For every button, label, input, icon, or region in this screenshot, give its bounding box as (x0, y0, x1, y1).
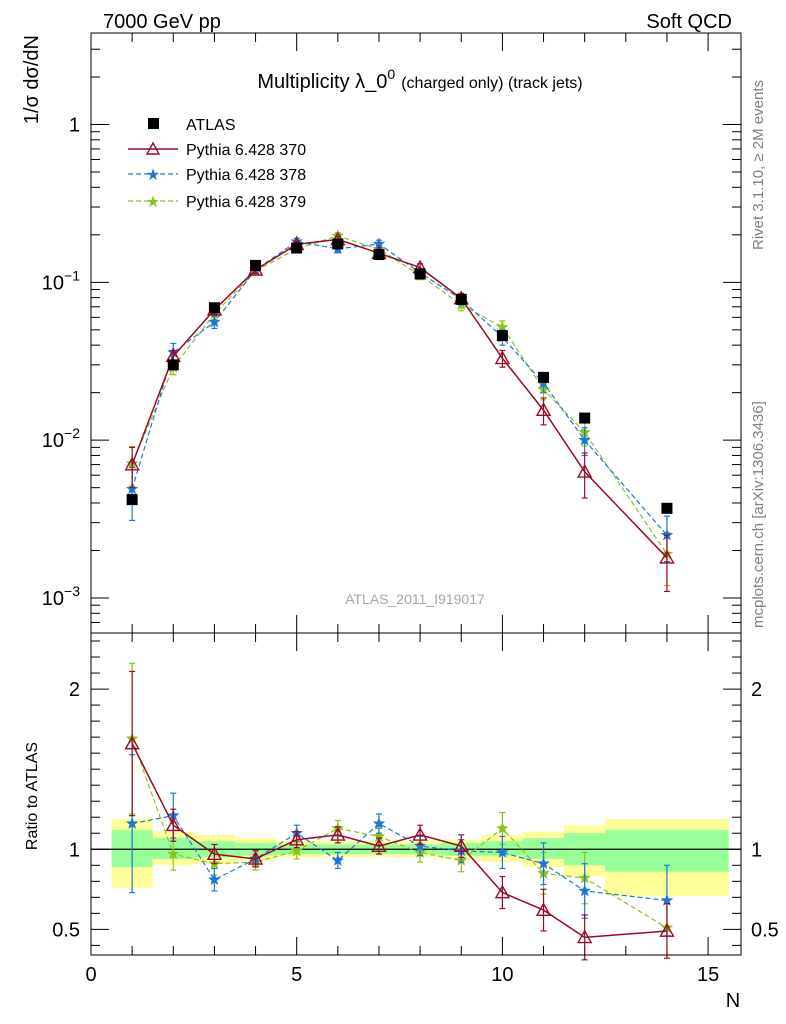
main-series-layer (124, 229, 675, 593)
y-tick-label: 1 (69, 115, 80, 137)
ratio-point-370 (371, 838, 387, 852)
main-title-text: Multiplicity λ_0 (257, 71, 387, 93)
ratio-point-370 (247, 850, 264, 865)
main-point-atlas (496, 330, 508, 342)
x-tick-label: 5 (291, 964, 302, 986)
main-line-370 (131, 238, 668, 559)
main-point-370 (535, 402, 552, 417)
main-point-atlas (455, 293, 467, 305)
main-point-atlas (373, 249, 385, 261)
main-point-378 (125, 482, 139, 495)
ratio-point-370 (289, 831, 305, 846)
main-point-370 (124, 456, 140, 471)
ratio-y-tick-label-left: 2 (69, 679, 80, 701)
main-point-atlas (208, 302, 220, 314)
legend-label-378: Pythia 6.428 378 (186, 167, 306, 184)
ratio-point-370 (124, 735, 140, 750)
ratio-point-378 (208, 872, 221, 886)
analysis-watermark: ATLAS_2011_I919017 (345, 591, 485, 607)
ratio-point-370 (453, 838, 469, 852)
ratio-point-378 (413, 839, 427, 852)
y-tick-label: 10−2 (42, 425, 80, 452)
ratio-point-378 (537, 856, 550, 870)
y-tick-label-base: 10 (42, 588, 64, 610)
main-title: Multiplicity λ_00 (charged only) (track j… (257, 66, 582, 93)
ratio-series-layer (124, 662, 675, 961)
y-tick-label-base: 1 (69, 115, 80, 137)
ratio-point-370 (494, 884, 511, 899)
ratio-point-378 (372, 816, 386, 830)
legend-marker-378: ★ (146, 167, 160, 184)
main-point-378 (578, 433, 592, 446)
ratio-point-370 (330, 826, 346, 841)
ratio-ylabel: Ratio to ATLAS (24, 742, 41, 850)
mcplots-label: mcplots.cern.ch [arXiv:1306.3436] (750, 401, 767, 628)
ratio-point-379 (166, 847, 180, 860)
ratio-plot-frame (90, 632, 742, 956)
main-point-atlas (250, 259, 262, 271)
y-tick-label-exponent: −2 (64, 425, 80, 441)
legend-marker-370 (145, 141, 161, 155)
ratio-y-tick-label-right: 1 (751, 839, 762, 861)
ratio-point-370 (535, 902, 552, 917)
y-tick-label-exponent: −1 (64, 267, 80, 283)
y-tick-label: 10−3 (42, 583, 80, 610)
ratio-y-tick-label-left: 1 (69, 839, 80, 861)
main-point-370 (494, 350, 511, 365)
main-title-rest: (charged only) (track jets) (401, 75, 582, 92)
x-axis-label: N (726, 990, 740, 1012)
ratio-point-378 (578, 884, 592, 897)
ratio-y-tick-label-right: 0.5 (751, 919, 779, 941)
main-point-atlas (414, 268, 426, 280)
ratio-point-378 (331, 853, 345, 866)
main-point-atlas (579, 412, 591, 424)
main-point-atlas (538, 371, 550, 383)
header-left: 7000 GeV pp (103, 11, 221, 33)
x-tick-label: 0 (85, 964, 96, 986)
ratio-point-370 (412, 826, 428, 841)
main-point-atlas (661, 502, 673, 514)
main-point-atlas (167, 359, 179, 371)
header-right: Soft QCD (646, 11, 732, 33)
main-point-atlas (332, 238, 344, 250)
main-line-379 (131, 235, 668, 555)
ratio-axis-ticks: 0 5 10 15 0.5 0.5 1 1 2 2 (52, 633, 779, 986)
main-line-378 (131, 241, 668, 536)
x-tick-label: 15 (697, 964, 719, 986)
ratio-point-378 (495, 845, 509, 858)
ratio-y-tick-label-right: 2 (751, 679, 762, 701)
ratio-point-370 (165, 817, 181, 832)
main-ylabel: 1/σ dσ/dN (21, 35, 43, 124)
y-tick-label-base: 10 (42, 430, 64, 452)
ratio-point-378 (125, 816, 139, 830)
main-title-sup: 0 (387, 66, 395, 82)
y-tick-label-base: 10 (42, 272, 64, 294)
main-point-atlas (126, 494, 138, 506)
ratio-point-378 (660, 893, 674, 907)
legend-marker-379: ★ (146, 194, 160, 211)
ratio-point-370 (659, 923, 675, 937)
main-point-370 (576, 463, 593, 478)
ratio-point-379 (496, 821, 509, 834)
ratio-point-370 (206, 846, 223, 860)
legend-marker-atlas (148, 118, 159, 129)
main-axis-ticks: 10−310−210−11 (42, 33, 741, 634)
legend: ATLAS Pythia 6.428 370 ★ Pythia 6.428 37… (128, 117, 306, 211)
legend-label-atlas: ATLAS (186, 117, 236, 134)
ratio-point-370 (576, 929, 593, 944)
main-point-378 (207, 315, 221, 328)
ratio-y-tick-label-left: 0.5 (52, 919, 80, 941)
legend-label-370: Pythia 6.428 370 (186, 142, 306, 159)
main-point-atlas (291, 242, 303, 254)
rivet-label: Rivet 3.1.10, ≥ 2M events (750, 80, 767, 250)
y-tick-label: 10−1 (42, 267, 80, 294)
legend-label-379: Pythia 6.428 379 (186, 194, 306, 211)
main-point-370 (659, 549, 675, 564)
ratio-point-379 (290, 844, 304, 857)
y-tick-label-exponent: −3 (64, 583, 80, 599)
x-tick-label: 10 (491, 964, 513, 986)
